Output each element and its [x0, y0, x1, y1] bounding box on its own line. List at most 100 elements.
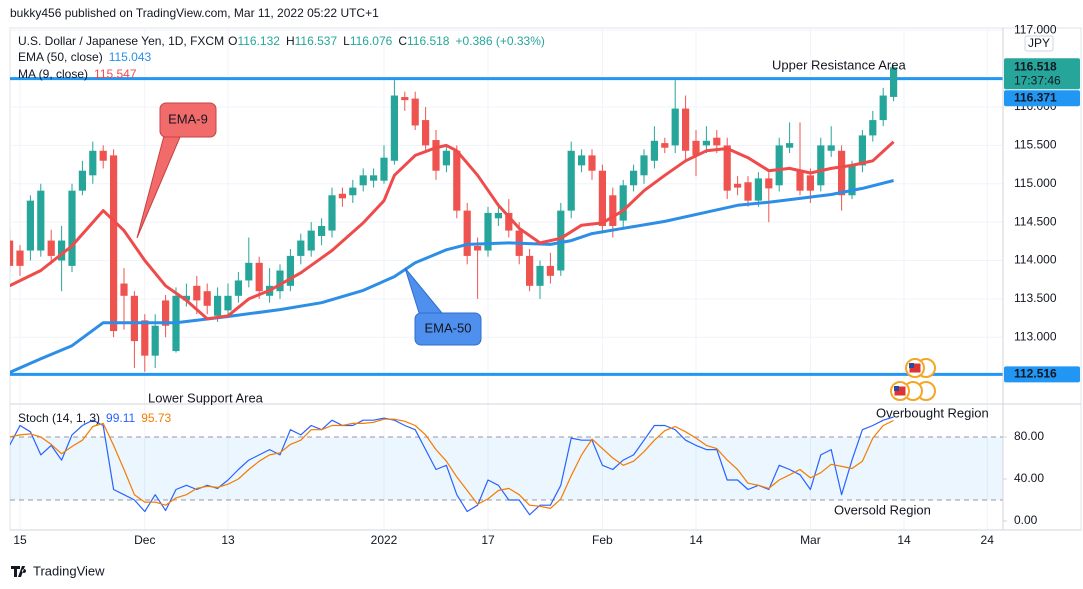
annotation: Lower Support Area	[148, 390, 264, 405]
candle-body	[588, 155, 596, 171]
candle-body	[255, 262, 263, 292]
candle-body	[754, 178, 762, 201]
brand: TradingView	[33, 563, 105, 578]
candle-body	[349, 187, 357, 196]
price-pane	[10, 65, 1003, 376]
candle-body	[526, 255, 534, 286]
legend-text: +0.386 (+0.33%)	[455, 34, 544, 48]
candle-body	[474, 245, 482, 251]
y-tick-label: 40.00	[1014, 471, 1044, 485]
candle-body	[786, 143, 794, 148]
candle-body	[10, 240, 14, 266]
line-price: 112.516	[1014, 367, 1057, 381]
candle-body	[765, 178, 773, 189]
candle-body	[557, 210, 565, 271]
candle-body	[858, 135, 866, 166]
y-tick-label: 115.500	[1014, 138, 1057, 152]
candle-body	[162, 300, 170, 326]
candle-body	[827, 145, 835, 151]
candle-body	[276, 270, 284, 292]
legend-text: 115.547	[94, 67, 137, 81]
candle-body	[546, 265, 554, 276]
axes: 15 Dec 13 2022 17 Feb 14 Mar 14 24 113.000 113.500 1…	[13, 22, 1080, 547]
candle-body	[16, 250, 24, 266]
candle-body	[182, 295, 190, 301]
callout-text: EMA-9	[168, 111, 208, 126]
last-price-box	[1004, 58, 1080, 90]
flag-canton	[909, 363, 914, 368]
legend-text: C	[398, 34, 407, 48]
x-tick-label: 17	[481, 533, 495, 547]
annotation: Upper Resistance Area	[772, 57, 906, 72]
legend-text: EMA (50, close)	[18, 50, 103, 64]
candle-body	[328, 195, 336, 231]
candle-body	[796, 170, 804, 191]
candle-body	[442, 150, 450, 166]
candle-body	[318, 225, 326, 236]
last-price: 116.518	[1014, 59, 1057, 73]
candle-body	[286, 255, 294, 286]
x-tick-label: 2022	[371, 533, 398, 547]
author-line: bukky456 published on TradingView.com, M…	[10, 6, 379, 20]
candle-body	[401, 97, 409, 101]
candle-body	[692, 140, 700, 156]
candle-body	[411, 98, 419, 126]
candle-body	[245, 262, 253, 281]
candle-body	[422, 120, 430, 146]
candle-body	[505, 212, 513, 231]
candle-body	[567, 150, 575, 211]
legend-text: 115.043	[109, 50, 152, 64]
candle-body	[817, 145, 825, 186]
legend-text: H	[286, 34, 295, 48]
candle-body	[619, 185, 627, 221]
candle-body	[37, 190, 45, 251]
legend-text: L	[343, 34, 350, 48]
indicator-line	[10, 418, 894, 509]
candle-body	[775, 145, 783, 186]
candle-body	[193, 285, 201, 301]
candle-body	[78, 170, 86, 191]
callout-text: EMA-50	[425, 320, 472, 335]
candle-body	[598, 170, 606, 226]
legend-text: 116.076	[350, 34, 393, 48]
callout-box	[414, 312, 482, 346]
candle-body	[380, 157, 388, 181]
legend-text: 95.73	[141, 411, 171, 425]
x-tick-label: Dec	[134, 533, 155, 547]
line-price-box	[1004, 366, 1080, 383]
legend-text: 116.518	[407, 34, 450, 48]
indicator-line	[10, 140, 895, 321]
y-tick-label: 115.000	[1014, 176, 1057, 190]
candle-body	[744, 182, 752, 201]
candle-body	[307, 230, 315, 251]
line-price: 116.371	[1014, 90, 1057, 104]
candle-body	[848, 165, 856, 196]
candle-body	[234, 280, 242, 296]
candle-body	[671, 108, 679, 146]
legend: U.S. Dollar / Japanese Yen, 1D, FXCM O116…	[18, 34, 545, 425]
candle-body	[650, 140, 658, 161]
candle-body	[359, 175, 367, 186]
candle-body	[214, 295, 222, 316]
candle-body	[713, 137, 721, 146]
candle-body	[702, 140, 710, 146]
x-tick-label: Feb	[592, 533, 613, 547]
logo-mark	[11, 566, 27, 577]
candle-body	[297, 240, 305, 256]
candle-body	[869, 120, 877, 136]
legend-text: U.S. Dollar / Japanese Yen, 1D, FXCM	[18, 34, 224, 48]
candle-body	[723, 145, 731, 191]
legend-text: 116.132	[237, 34, 280, 48]
candle-body	[494, 212, 502, 219]
candle-body	[47, 240, 55, 256]
y-tick-label: 113.500	[1014, 291, 1057, 305]
x-tick-label: 13	[221, 533, 235, 547]
candle-body	[578, 155, 586, 166]
candle-body	[120, 283, 128, 296]
candle-body	[734, 183, 742, 188]
y-tick-label: 117.000	[1014, 22, 1057, 36]
candle-body	[68, 190, 76, 266]
candle-body	[110, 155, 118, 332]
